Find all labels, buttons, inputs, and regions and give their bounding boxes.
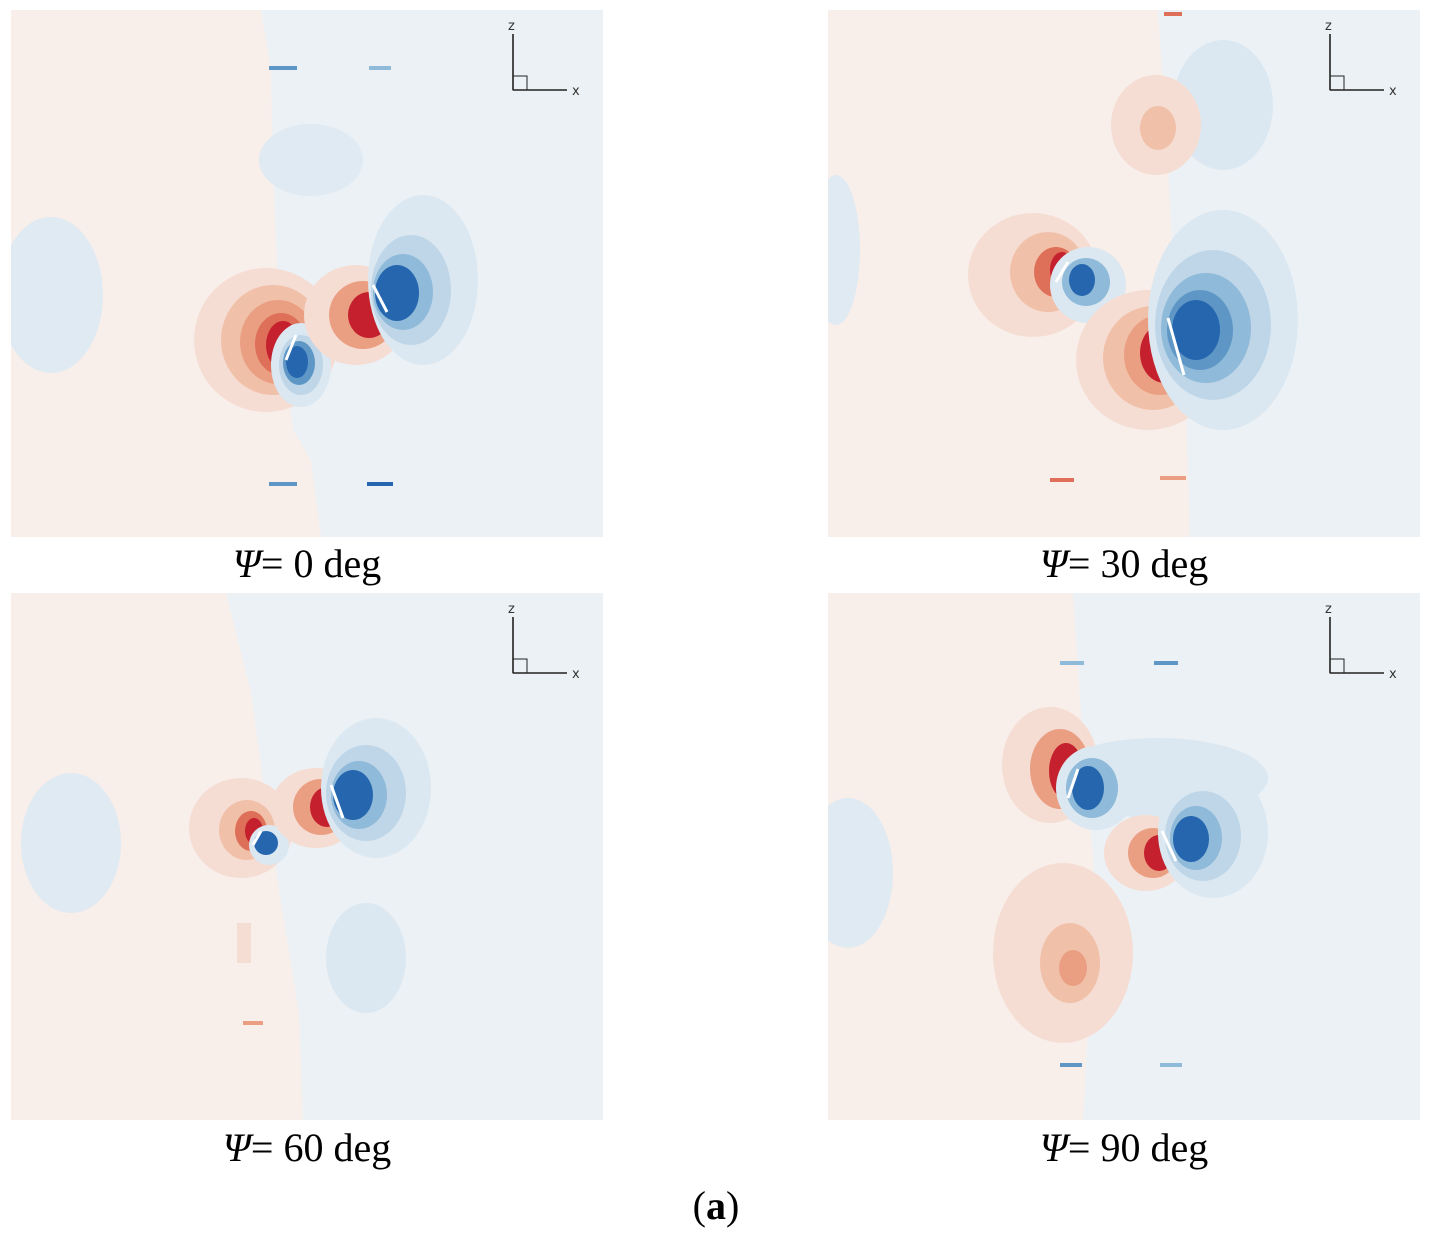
psi-symbol: Ψ bbox=[222, 1125, 251, 1170]
contour-plot-psi-0: z x bbox=[11, 10, 603, 537]
contour-plot-psi-90: z x bbox=[828, 593, 1420, 1120]
blue-lobe-far-left bbox=[11, 217, 103, 373]
caption-psi-60: Ψ= 60 deg bbox=[11, 1124, 603, 1171]
z-axis-label: z bbox=[508, 602, 515, 617]
x-axis-label: x bbox=[572, 84, 580, 99]
axis-triad bbox=[512, 617, 567, 674]
psi-symbol: Ψ bbox=[232, 541, 261, 586]
z-axis-label: z bbox=[508, 19, 515, 34]
blue-lobe-lower bbox=[326, 903, 406, 1013]
contour-plot-psi-60: z x bbox=[11, 593, 603, 1120]
x-axis-label: x bbox=[1389, 84, 1397, 99]
psi-symbol: Ψ bbox=[1039, 1125, 1068, 1170]
axis-triad bbox=[1329, 34, 1384, 91]
z-axis-label: z bbox=[1325, 19, 1332, 34]
caption-value: = 90 deg bbox=[1067, 1125, 1209, 1170]
caption-psi-30: Ψ= 30 deg bbox=[828, 540, 1420, 587]
figure-letter: a bbox=[706, 1183, 726, 1228]
caption-value: = 0 deg bbox=[260, 541, 382, 586]
caption-psi-0: Ψ= 0 deg bbox=[11, 540, 603, 587]
figure-label: (a) bbox=[692, 1183, 740, 1228]
axis-triad bbox=[512, 34, 567, 91]
caption-value: = 30 deg bbox=[1067, 541, 1209, 586]
contour-plot-psi-30: z x bbox=[828, 10, 1420, 537]
caption-psi-90: Ψ= 90 deg bbox=[828, 1124, 1420, 1171]
caption-value: = 60 deg bbox=[250, 1125, 392, 1170]
x-axis-label: x bbox=[572, 667, 580, 682]
x-axis-label: x bbox=[1389, 667, 1397, 682]
psi-symbol: Ψ bbox=[1039, 541, 1068, 586]
z-axis-label: z bbox=[1325, 602, 1332, 617]
field-background-right bbox=[226, 593, 603, 1120]
axis-triad bbox=[1329, 617, 1384, 674]
